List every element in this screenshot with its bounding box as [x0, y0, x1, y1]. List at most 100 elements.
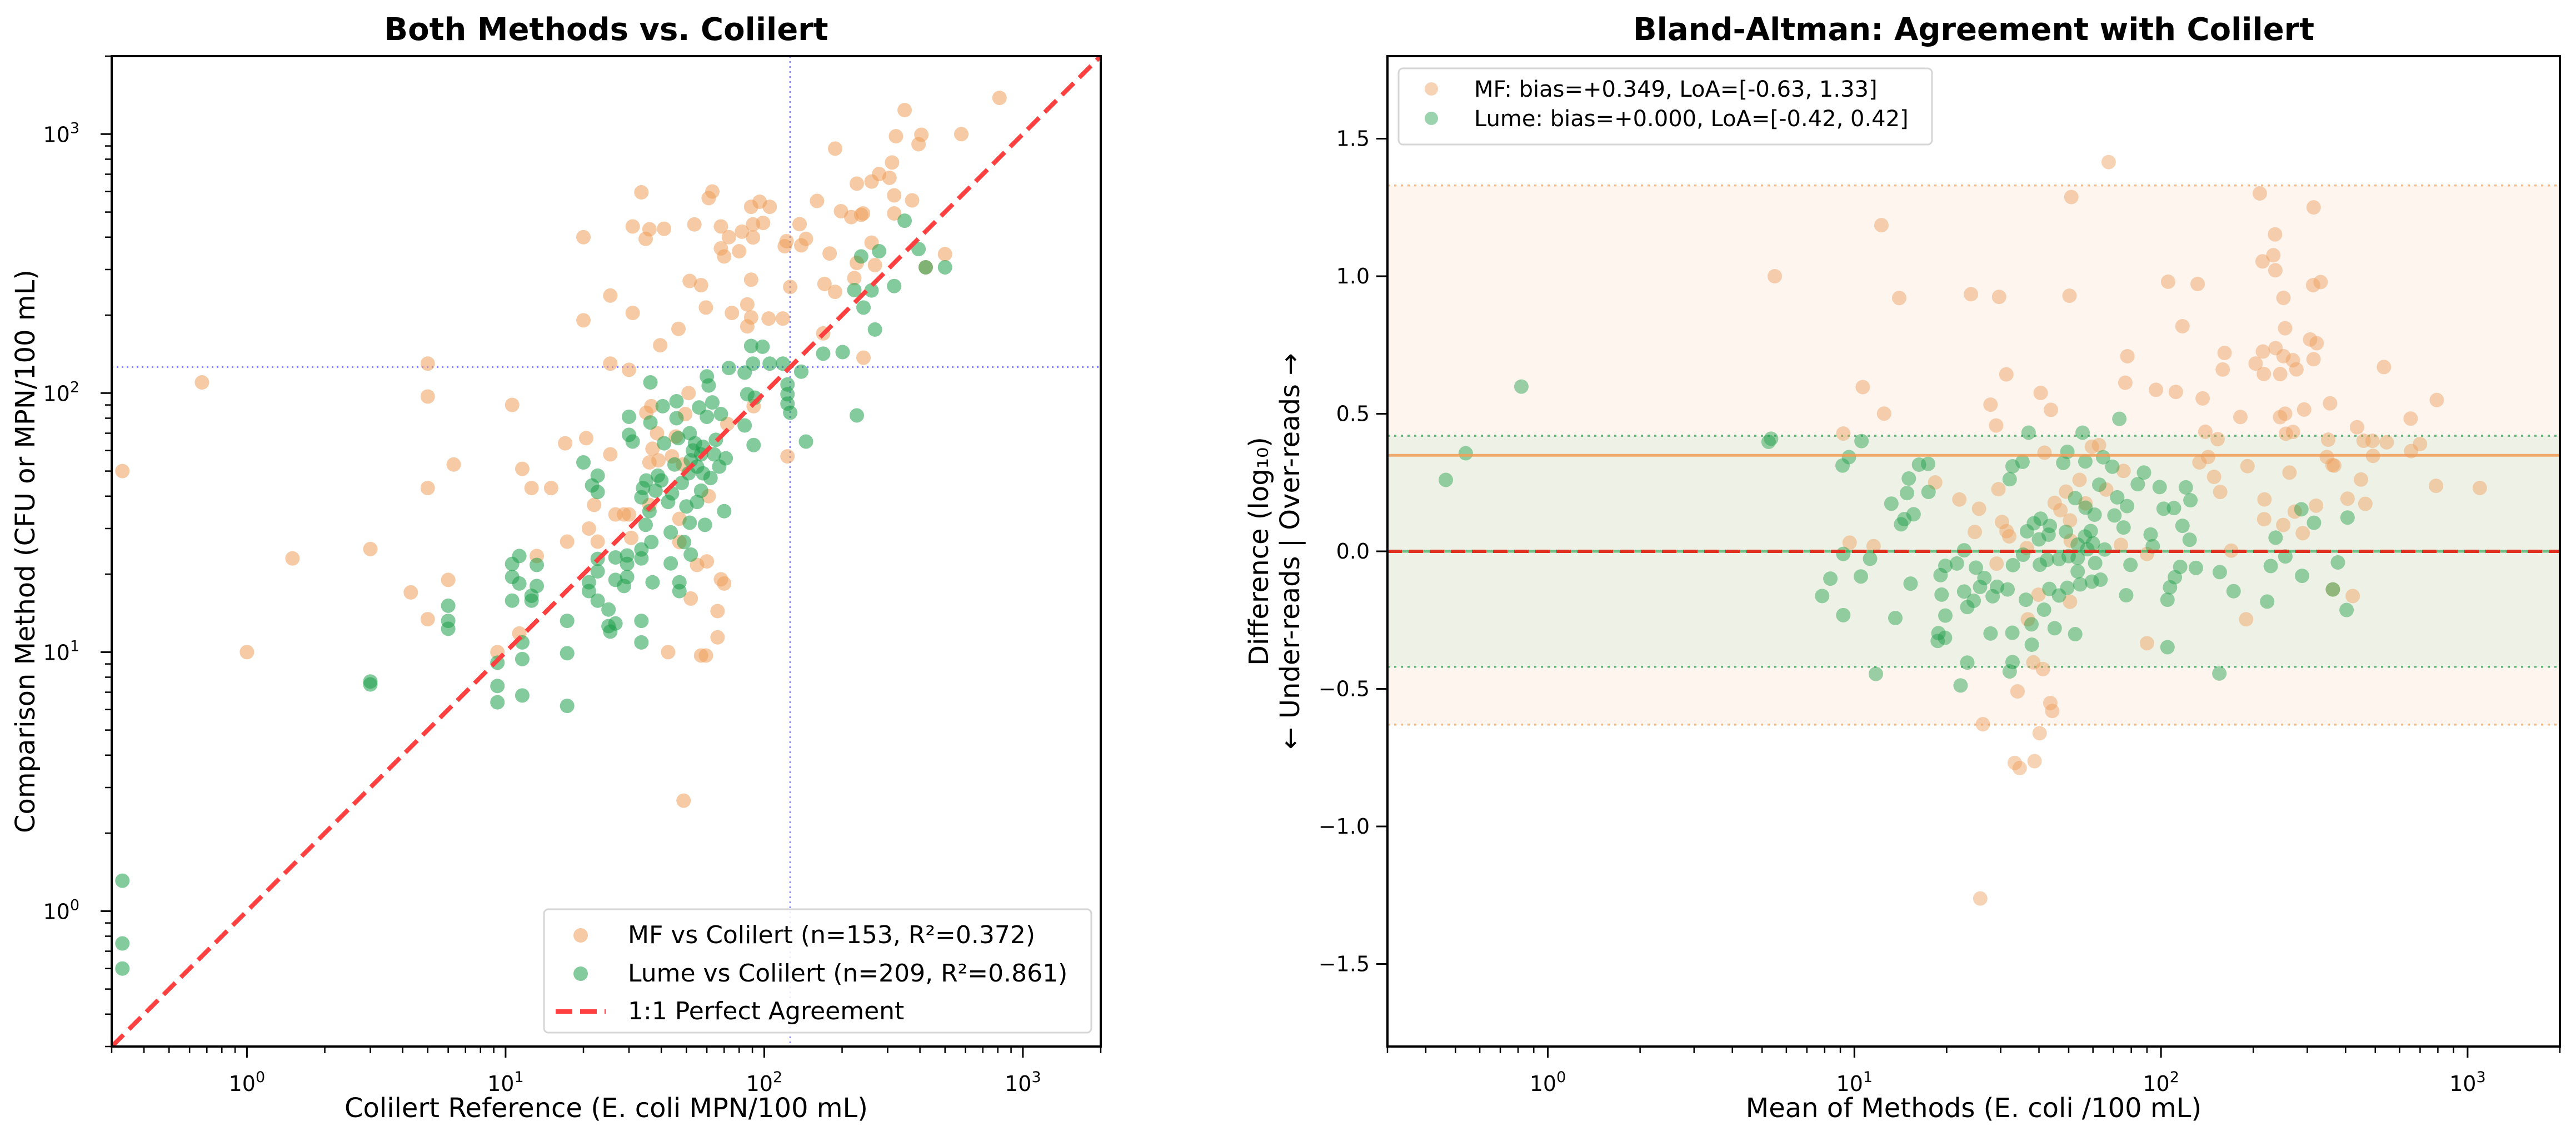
- mf-ba-point: [1964, 287, 1979, 302]
- mf-point: [581, 521, 596, 536]
- lume-point: [644, 535, 659, 550]
- mf-ba-point: [2365, 434, 2380, 449]
- lume-point: [620, 570, 635, 585]
- lume-point: [524, 593, 539, 608]
- legend-box: [543, 908, 1092, 1034]
- mf-point: [867, 258, 882, 273]
- lume-ba-point: [1836, 546, 1851, 561]
- mf-ba-point: [2429, 392, 2444, 407]
- lume-ba-point: [2260, 594, 2275, 609]
- mf-point: [827, 285, 842, 300]
- mf-ba-point: [2053, 503, 2068, 518]
- mf-point: [856, 350, 871, 365]
- lume-ba-point: [2078, 500, 2093, 515]
- mf-point: [644, 398, 659, 413]
- lume-ba-point: [1938, 608, 1953, 623]
- mf-ba-point: [2309, 498, 2324, 513]
- mf-point: [690, 557, 705, 572]
- mf-point: [657, 221, 672, 236]
- mf-ba-point: [1855, 380, 1870, 395]
- mf-ba-point: [2429, 479, 2444, 494]
- mf-ba-point: [2033, 386, 2048, 401]
- mf-ba-point: [2309, 336, 2324, 351]
- mf-ba-point: [2255, 254, 2270, 269]
- mf-point: [882, 170, 897, 185]
- lume-point: [576, 455, 591, 470]
- mf-point: [847, 271, 862, 286]
- mf-point: [914, 127, 929, 142]
- mf-point: [762, 200, 777, 215]
- mf-ba-point: [2282, 465, 2297, 480]
- lume-point: [490, 695, 505, 710]
- lume-ba-point: [1823, 571, 1838, 586]
- mf-point: [954, 127, 969, 142]
- mf-ba-point: [2240, 459, 2255, 474]
- mf-ba-point: [2002, 529, 2017, 544]
- lume-ba-point: [1901, 471, 1916, 486]
- mf-ba-point: [2160, 274, 2175, 289]
- lume-point: [663, 525, 678, 540]
- lume-ba-point: [2085, 536, 2100, 551]
- y-tick-label: 0.5: [1336, 402, 1370, 426]
- lume-ba-point: [2026, 516, 2041, 531]
- lume-point: [441, 598, 456, 613]
- axes-frame: [111, 55, 1102, 1048]
- mf-point: [505, 397, 520, 412]
- lume-ba-point: [2033, 557, 2048, 572]
- mf-point: [420, 612, 435, 627]
- lume-point: [872, 244, 887, 259]
- mf-point: [721, 230, 736, 245]
- lume-ba-point: [2105, 459, 2120, 474]
- lume-point: [512, 576, 527, 591]
- lume-point: [717, 504, 732, 519]
- lume-ba-point: [2226, 584, 2241, 599]
- mf-ba-point: [2287, 504, 2302, 519]
- mf-point: [676, 793, 691, 808]
- lume-legend-label: Lume: bias=+0.000, LoA=[-0.42, 0.42]: [1474, 106, 1909, 132]
- mf-ba-point: [2118, 375, 2133, 390]
- lume-ba-point: [2097, 542, 2112, 557]
- mf-point: [717, 576, 732, 591]
- mf-ba-point: [2149, 382, 2164, 397]
- mf-point: [603, 356, 618, 371]
- lume-ba-point: [1921, 456, 1936, 471]
- x-tick-label: 101: [1836, 1069, 1873, 1096]
- mf-point: [645, 441, 660, 456]
- mf-point: [885, 155, 900, 170]
- mf-ba-point: [2200, 450, 2215, 465]
- x-tick-label: 101: [487, 1069, 524, 1096]
- mf-point: [780, 449, 795, 464]
- mf-ba-point: [2268, 227, 2283, 242]
- y-tick-label: −1.0: [1319, 814, 1370, 839]
- mf-point: [705, 184, 720, 199]
- lume-point: [853, 249, 868, 264]
- lume-point: [705, 395, 720, 410]
- mf-ba-point: [2007, 755, 2022, 770]
- lume-ba-point: [1868, 666, 1883, 681]
- mf-ba-point: [2059, 484, 2074, 499]
- lume-ba-point: [1900, 486, 1915, 501]
- lume-ba-point: [2152, 480, 2167, 495]
- mf-legend-label: MF vs Colilert (n=153, R²=0.372): [628, 921, 1035, 949]
- mf-point: [194, 375, 209, 390]
- mf-point: [683, 591, 698, 606]
- lume-ba-point: [1854, 434, 1869, 449]
- mf-ba-point: [2278, 426, 2293, 441]
- mf-ba-point: [2413, 436, 2428, 451]
- lume-point: [847, 282, 862, 297]
- lume-legend-marker: [573, 966, 588, 981]
- lume-point: [867, 322, 882, 337]
- mf-point: [579, 431, 594, 446]
- lume-ba-point: [2073, 577, 2088, 592]
- mf-point: [363, 541, 378, 556]
- lume-ba-point: [2018, 592, 2033, 607]
- mf-point: [687, 217, 702, 232]
- mf-ba-point: [2248, 356, 2263, 371]
- scatter-title: Both Methods vs. Colilert: [384, 12, 828, 48]
- mf-point: [693, 278, 708, 293]
- lume-point: [849, 408, 864, 423]
- mf-ba-point: [2276, 290, 2291, 305]
- mf-ba-point: [2116, 464, 2131, 479]
- lume-ba-point: [2024, 617, 2039, 632]
- lume-ba-point: [2173, 559, 2188, 574]
